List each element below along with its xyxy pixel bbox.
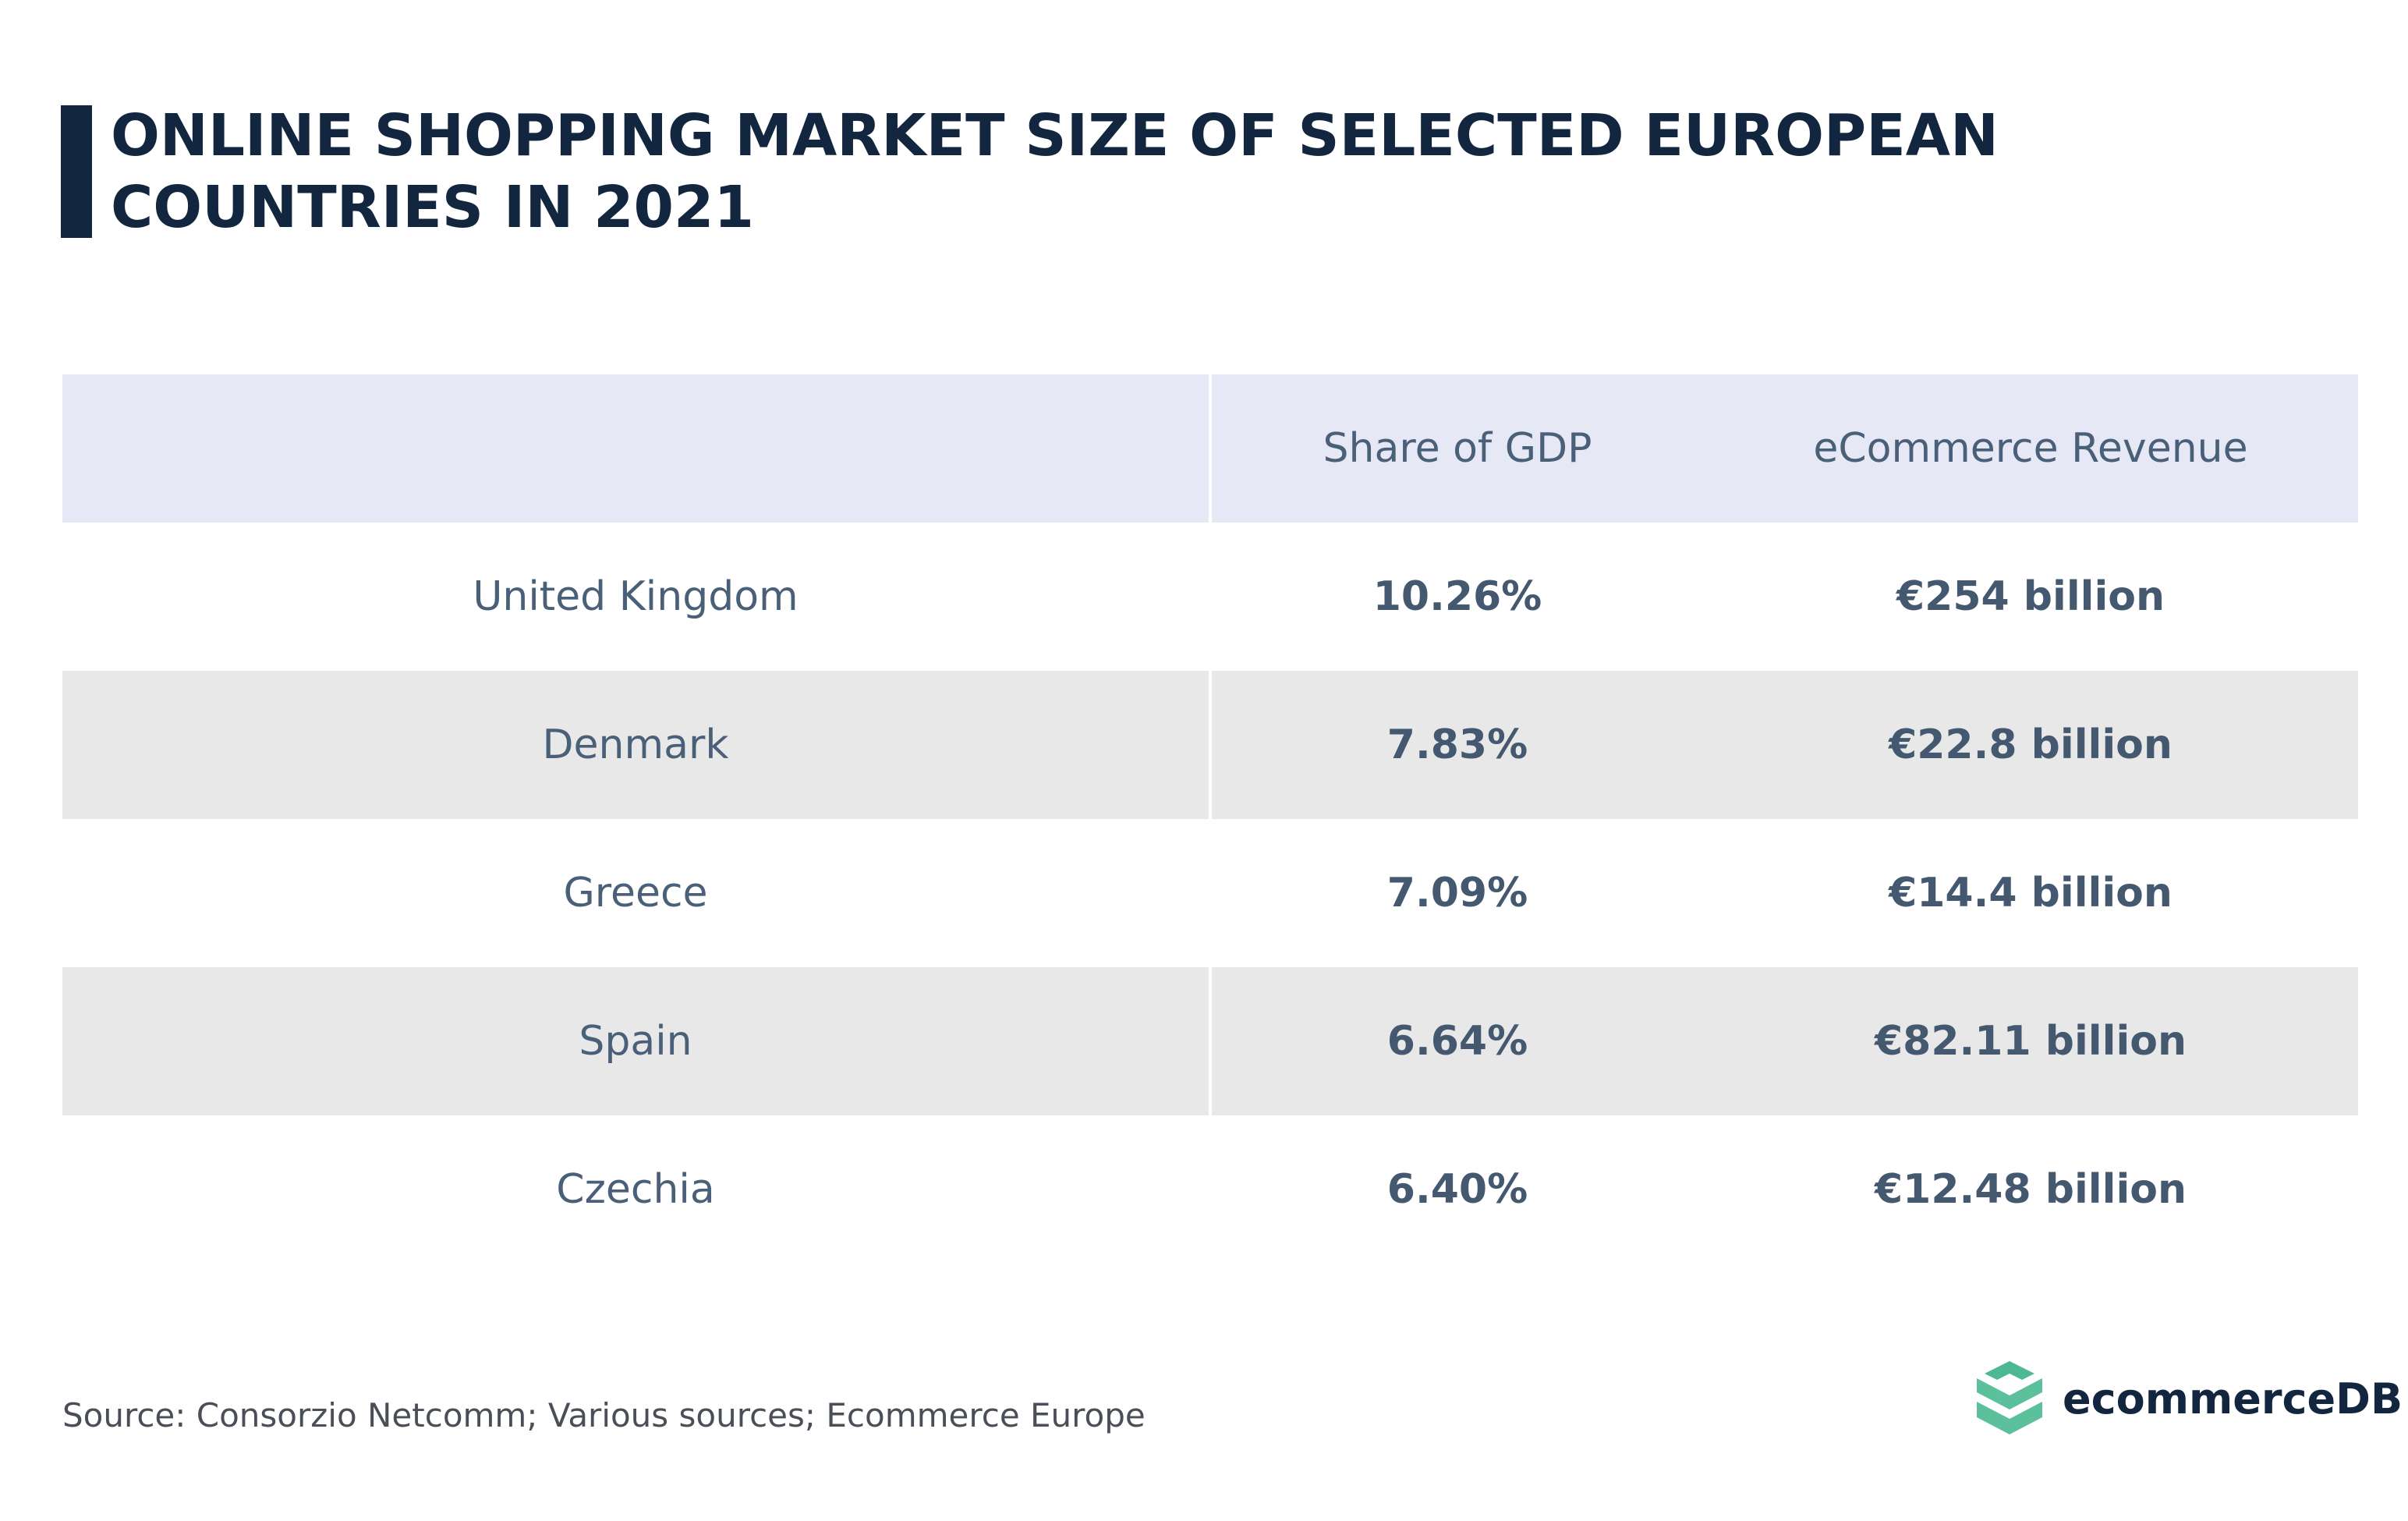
revenue-cell: €82.11 billion	[1874, 1018, 2187, 1065]
table-row: United Kingdom 10.26% €254 billion	[62, 523, 2358, 671]
table-row: Czechia 6.40% €12.48 billion	[62, 1115, 2358, 1264]
source-note: Source: Consorzio Netcomm; Various sourc…	[62, 1396, 1146, 1434]
share-cell: 7.83%	[1386, 722, 1528, 768]
header-ecommerce-revenue: eCommerce Revenue	[1813, 425, 2248, 472]
title-accent-bar	[61, 105, 92, 238]
revenue-cell: €12.48 billion	[1874, 1166, 2187, 1213]
header-share-of-gdp: Share of GDP	[1323, 425, 1592, 472]
country-cell: Spain	[62, 967, 1212, 1115]
share-cell: 6.40%	[1386, 1166, 1528, 1213]
revenue-cell: €14.4 billion	[1889, 870, 2173, 916]
country-cell: Greece	[62, 819, 1212, 967]
country-cell: Czechia	[62, 1115, 1212, 1264]
table-row: Denmark 7.83% €22.8 billion	[62, 671, 2358, 819]
table-header-row: Share of GDP eCommerce Revenue	[62, 374, 2358, 523]
data-table: Share of GDP eCommerce Revenue United Ki…	[62, 374, 2358, 1264]
country-cell: Denmark	[62, 671, 1212, 819]
share-cell: 10.26%	[1372, 573, 1542, 620]
table-row: Spain 6.64% €82.11 billion	[62, 967, 2358, 1115]
ecommercedb-logo: ecommerceDB	[1977, 1361, 2403, 1436]
share-cell: 6.64%	[1386, 1018, 1528, 1065]
revenue-cell: €254 billion	[1896, 573, 2165, 620]
stacked-layers-icon	[1977, 1361, 2042, 1434]
revenue-cell: €22.8 billion	[1889, 722, 2173, 768]
header-country	[62, 374, 1212, 523]
table-row: Greece 7.09% €14.4 billion	[62, 819, 2358, 967]
country-cell: United Kingdom	[62, 523, 1212, 671]
page-title: ONLINE SHOPPING MARKET SIZE OF SELECTED …	[111, 102, 1999, 241]
logo-text: ecommerceDB	[2063, 1374, 2403, 1424]
share-cell: 7.09%	[1386, 870, 1528, 916]
